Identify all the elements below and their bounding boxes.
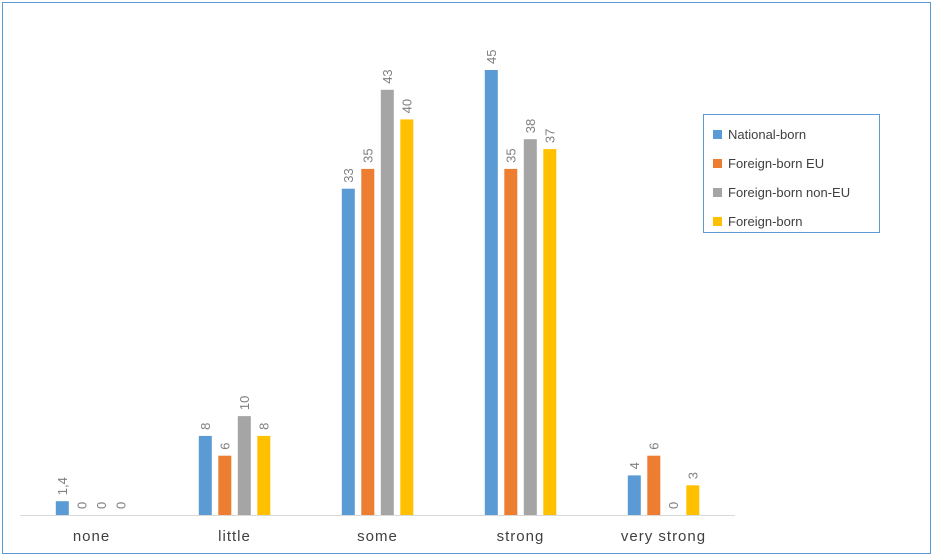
data-label: 4 [627,462,642,469]
bar [647,455,661,515]
bar [55,501,69,515]
legend-swatch [713,217,722,226]
legend-label: Foreign-born EU [728,156,825,171]
legend-swatch [713,130,722,139]
data-label: 0 [113,502,128,509]
legend-label: Foreign-born [728,214,803,229]
bar [523,139,537,515]
data-label: 40 [399,99,414,113]
data-label: 6 [217,442,232,449]
data-label: 0 [74,502,89,509]
legend-item: National-born [713,120,879,149]
bar [380,89,394,516]
data-label: 35 [503,148,518,162]
legend-label: Foreign-born non-EU [728,185,851,200]
data-label: 0 [666,502,681,509]
legend-label: National-born [728,127,807,142]
data-label: 0 [94,502,109,509]
data-label: 8 [198,423,213,430]
data-label: 8 [256,423,271,430]
data-label: 10 [237,396,252,410]
bar [627,475,641,515]
legend-item: Foreign-born non-EU [713,178,879,207]
data-label: 6 [646,442,661,449]
data-label: 1,4 [55,477,70,495]
bar [341,188,355,515]
bar [686,485,700,515]
legend-swatch [713,159,722,168]
bar [198,435,212,515]
legend: National-born Foreign-born EU Foreign-bo… [703,114,880,233]
x-tick-label: little [218,528,251,545]
data-label: 3 [685,472,700,479]
x-tick-label: none [73,528,110,545]
bar [237,416,251,515]
x-tick-label: very strong [621,528,706,545]
bar [218,455,232,515]
data-label: 43 [380,69,395,83]
x-tick-label: strong [497,528,545,545]
bar [400,119,414,516]
data-label: 45 [484,50,499,64]
legend-item: Foreign-born [713,207,879,236]
bar [504,168,518,515]
data-label: 33 [341,168,356,182]
data-label: 38 [523,119,538,133]
x-tick-label: some [357,528,398,545]
bar [361,168,375,515]
legend-swatch [713,188,722,197]
bar [484,70,498,515]
data-label: 37 [542,129,557,143]
bar [543,149,557,515]
bar [257,435,271,515]
data-label: 35 [360,148,375,162]
legend-item: Foreign-born EU [713,149,879,178]
